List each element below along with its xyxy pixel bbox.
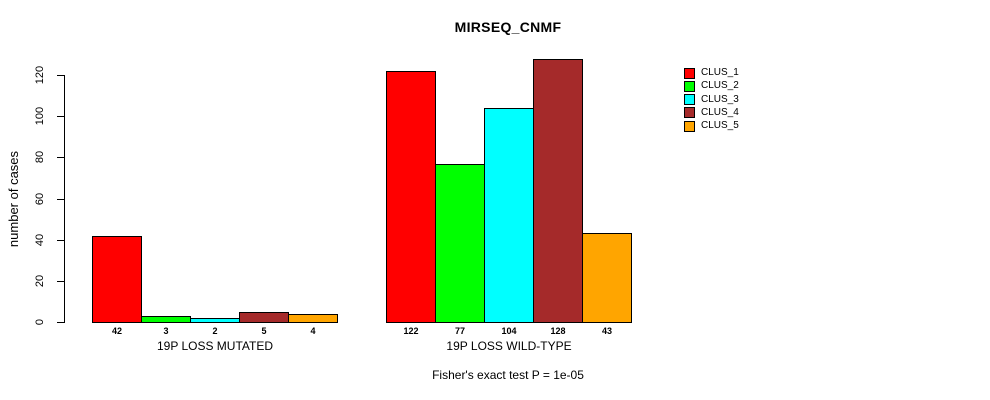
legend-label: CLUS_4 <box>701 106 739 118</box>
y-axis-tick-label: 60 <box>34 192 46 205</box>
legend-swatch-clus_2 <box>684 80 695 92</box>
bar-clus_4-group1 <box>239 311 289 323</box>
chart-title: MIRSEQ_CNMF <box>454 19 562 35</box>
bar-clus_5-group1 <box>288 313 338 323</box>
y-axis-tick <box>57 198 64 200</box>
bar-clus_1-group2 <box>386 70 436 323</box>
legend-label: CLUS_3 <box>701 93 739 105</box>
y-axis-tick <box>57 116 64 118</box>
legend-label: CLUS_5 <box>701 120 739 132</box>
bar-clus_4-group2 <box>533 58 583 323</box>
y-axis-tick <box>57 239 64 241</box>
bar-value-label: 2 <box>212 326 218 336</box>
bar-value-label: 3 <box>163 326 169 336</box>
legend-item-clus_1: CLUS_1 <box>684 67 739 79</box>
bar-clus_5-group2 <box>582 233 632 323</box>
y-axis-tick-label: 80 <box>34 151 46 164</box>
x-group-label: 19P LOSS MUTATED <box>156 339 274 353</box>
legend-label: CLUS_2 <box>701 80 739 92</box>
bar-value-label: 5 <box>261 326 267 336</box>
bar-clus_3-group2 <box>484 107 534 323</box>
y-axis-tick <box>57 157 64 159</box>
legend-item-clus_4: CLUS_4 <box>684 107 739 119</box>
legend-item-clus_5: CLUS_5 <box>684 120 739 132</box>
y-axis-tick-label: 0 <box>34 318 46 326</box>
bar-clus_2-group2 <box>435 163 485 323</box>
legend-swatch-clus_3 <box>684 94 695 106</box>
y-axis-tick <box>57 280 64 282</box>
y-axis-line <box>64 75 65 323</box>
x-group-label: 19P LOSS WILD-TYPE <box>446 339 572 353</box>
bar-value-label: 77 <box>454 326 465 336</box>
y-axis-tick-label: 100 <box>34 106 46 126</box>
legend-swatch-clus_4 <box>684 107 695 119</box>
y-axis-tick-label: 20 <box>34 274 46 287</box>
bar-value-label: 122 <box>403 326 419 336</box>
y-axis-tick-label: 120 <box>34 65 46 85</box>
y-axis-tick <box>57 75 64 76</box>
bar-value-label: 4 <box>310 326 316 336</box>
fisher-test-note: Fisher's exact test P = 1e-05 <box>432 368 584 382</box>
bar-value-label: 104 <box>501 326 517 336</box>
bar-value-label: 42 <box>111 326 122 336</box>
bar-clus_2-group1 <box>141 315 191 323</box>
legend-item-clus_2: CLUS_2 <box>684 80 739 92</box>
y-axis-tick-label: 40 <box>34 233 46 246</box>
y-axis-tick <box>57 322 64 323</box>
bar-clus_1-group1 <box>92 235 142 323</box>
legend-swatch-clus_1 <box>684 67 695 79</box>
bar-value-label: 128 <box>550 326 566 336</box>
bar-clus_3-group1 <box>190 317 240 323</box>
legend-label: CLUS_1 <box>701 67 739 78</box>
bar-value-label: 43 <box>601 326 612 336</box>
legend-item-clus_3: CLUS_3 <box>684 94 739 106</box>
legend-swatch-clus_5 <box>684 120 695 132</box>
